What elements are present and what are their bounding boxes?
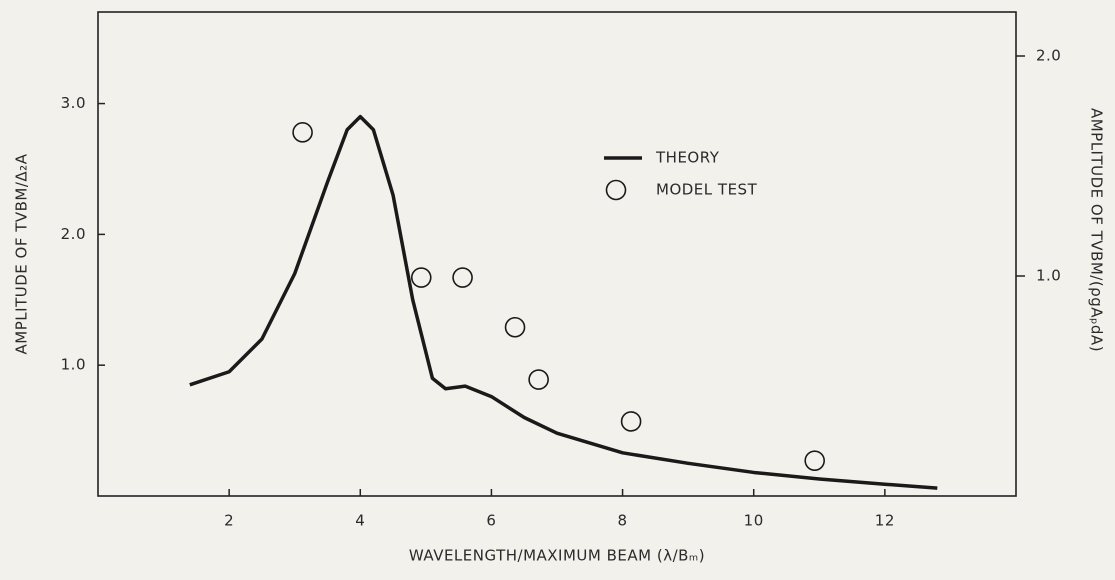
model-test-point <box>292 122 313 143</box>
y-tick-label: 2.0 <box>61 225 86 243</box>
model-test-point <box>452 267 473 288</box>
theory-line <box>189 114 938 490</box>
model-test-point <box>504 316 526 338</box>
y2-tick-label: 1.0 <box>1036 267 1061 285</box>
model-test-point <box>620 411 642 432</box>
x-tick-label: 6 <box>486 512 496 530</box>
y-tick-label: 3.0 <box>61 94 86 112</box>
legend-marker <box>605 179 627 201</box>
y2-axis-label: AMPLITUDE OF TVBM/(ρgAₚdA) <box>1088 108 1106 352</box>
model-test-point <box>410 267 432 288</box>
model-test-point <box>528 369 549 390</box>
legend-label: THEORY <box>655 149 720 167</box>
y-axis-label: AMPLITUDE OF TVBM/Δ₂A <box>13 153 31 354</box>
x-tick-label: 8 <box>618 512 628 530</box>
x-tick-label: 2 <box>224 512 234 530</box>
y2-tick-label: 2.0 <box>1036 47 1061 65</box>
model-test-point <box>804 450 825 471</box>
y-tick-label: 1.0 <box>61 356 86 374</box>
legend-label: MODEL TEST <box>656 181 758 199</box>
x-tick-label: 4 <box>355 512 365 530</box>
x-axis-label: WAVELENGTH/MAXIMUM BEAM (λ/Bₘ) <box>409 547 705 565</box>
x-tick-label: 10 <box>744 512 764 530</box>
x-tick-label: 12 <box>875 512 895 530</box>
plot-frame <box>97 11 1017 497</box>
